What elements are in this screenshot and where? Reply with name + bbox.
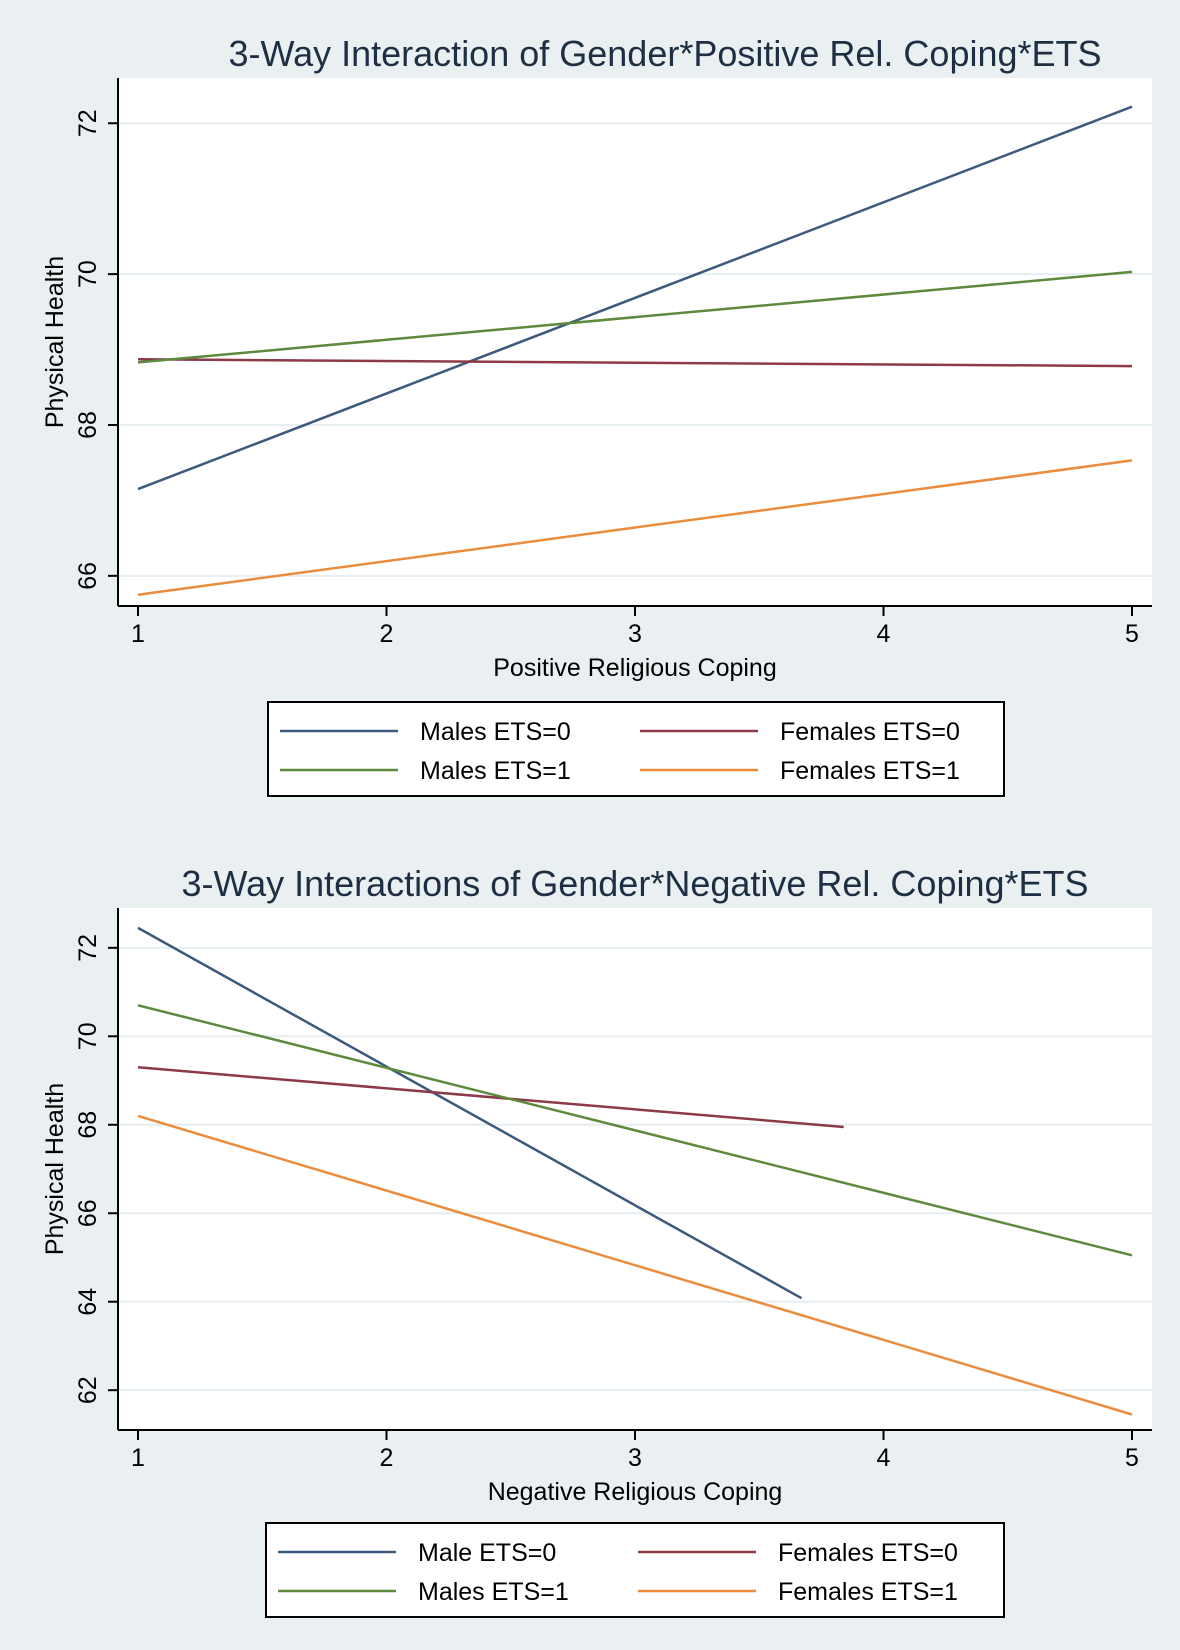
chart-title: 3-Way Interaction of Gender*Positive Rel… [228,33,1101,74]
x-tick-label: 5 [1125,1444,1139,1472]
y-axis-title: Physical Health [41,1083,69,1255]
chart-title: 3-Way Interactions of Gender*Negative Re… [181,863,1088,904]
y-tick-label: 68 [74,411,102,439]
series-line [137,358,1133,368]
series-line [137,459,1133,596]
y-tick-label: 68 [74,1111,102,1139]
legend-label: Males ETS=1 [420,757,571,785]
y-tick-label: 70 [74,1022,102,1050]
x-axis-title: Positive Religious Coping [493,654,776,682]
y-tick-label: 72 [74,109,102,137]
x-tick-label: 3 [628,620,642,648]
y-tick-label: 64 [74,1288,102,1316]
legend-label: Male ETS=0 [418,1539,556,1567]
legend-label: Males ETS=0 [420,718,571,746]
x-axis-title: Negative Religious Coping [488,1478,783,1506]
x-tick-label: 5 [1125,620,1139,648]
y-axis-title: Physical Health [41,256,69,428]
plot-area [118,908,1152,1430]
x-tick-label: 3 [628,1444,642,1472]
x-tick-label: 4 [877,1444,891,1472]
legend-label: Females ETS=0 [778,1539,958,1567]
x-tick-label: 2 [380,620,394,648]
chart-1: 3-Way Interaction of Gender*Positive Rel… [41,33,1152,797]
y-tick-label: 72 [74,934,102,962]
legend-label: Females ETS=1 [778,1578,958,1606]
x-tick-label: 1 [131,1444,145,1472]
series-line [137,1114,1133,1416]
y-tick-label: 62 [74,1376,102,1404]
y-tick-label: 70 [74,260,102,288]
series-line [137,1004,1133,1257]
x-tick-label: 4 [877,620,891,648]
x-tick-label: 2 [380,1444,394,1472]
series-line [137,105,1133,491]
series-line [137,926,803,1300]
legend-label: Females ETS=1 [780,757,960,785]
series-line [137,1066,844,1129]
y-tick-label: 66 [74,562,102,590]
chart-2: 3-Way Interactions of Gender*Negative Re… [41,863,1152,1618]
legend-box [267,701,1005,797]
legend-label: Females ETS=0 [780,718,960,746]
series-line [137,270,1133,364]
x-tick-label: 1 [131,620,145,648]
y-tick-label: 66 [74,1199,102,1227]
legend-box [265,1522,1005,1618]
legend-label: Males ETS=1 [418,1578,569,1606]
